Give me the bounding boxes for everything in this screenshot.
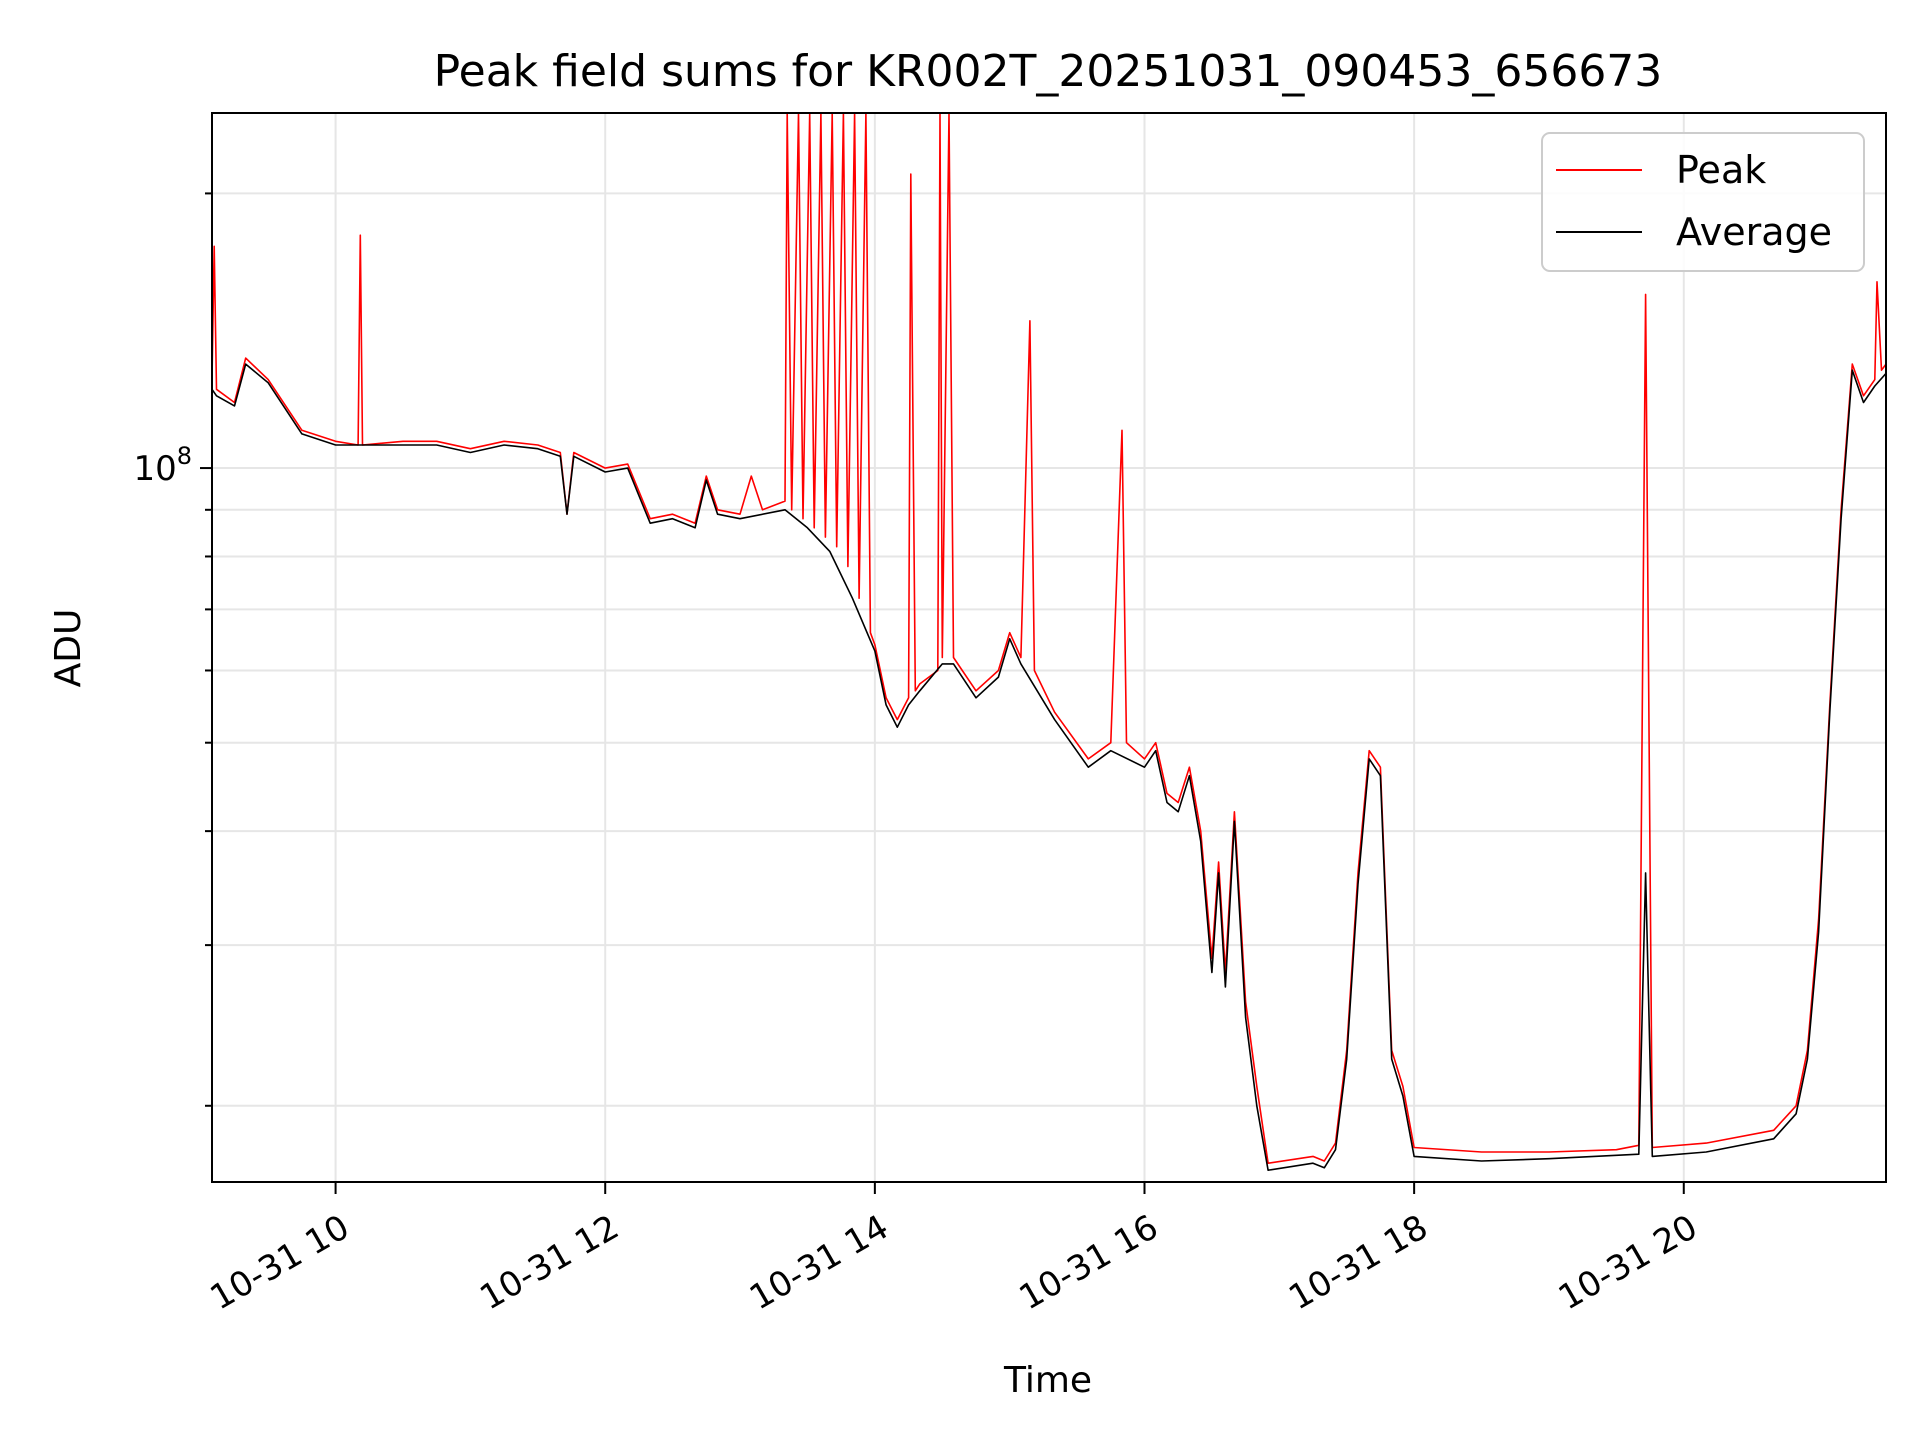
legend-box (1541, 132, 1865, 272)
grid-lines (212, 113, 1886, 1182)
plot-frame (211, 112, 1887, 1183)
y-axis-label: ADU (48, 609, 89, 688)
y-tick-label-0: 108 (133, 442, 192, 489)
chart-title: Peak field sums for KR002T_20251031_0904… (434, 46, 1663, 97)
x-axis-label: Time (1003, 1360, 1092, 1401)
series-layer (212, 113, 1886, 1171)
y-axis-ticks: 108 (133, 192, 212, 1107)
series-line-peak (212, 113, 1886, 1164)
legend: Peak Average (1541, 132, 1865, 272)
legend-label-average: Average (1676, 210, 1832, 254)
legend-label-peak: Peak (1676, 148, 1766, 192)
series-line-average (212, 363, 1886, 1171)
